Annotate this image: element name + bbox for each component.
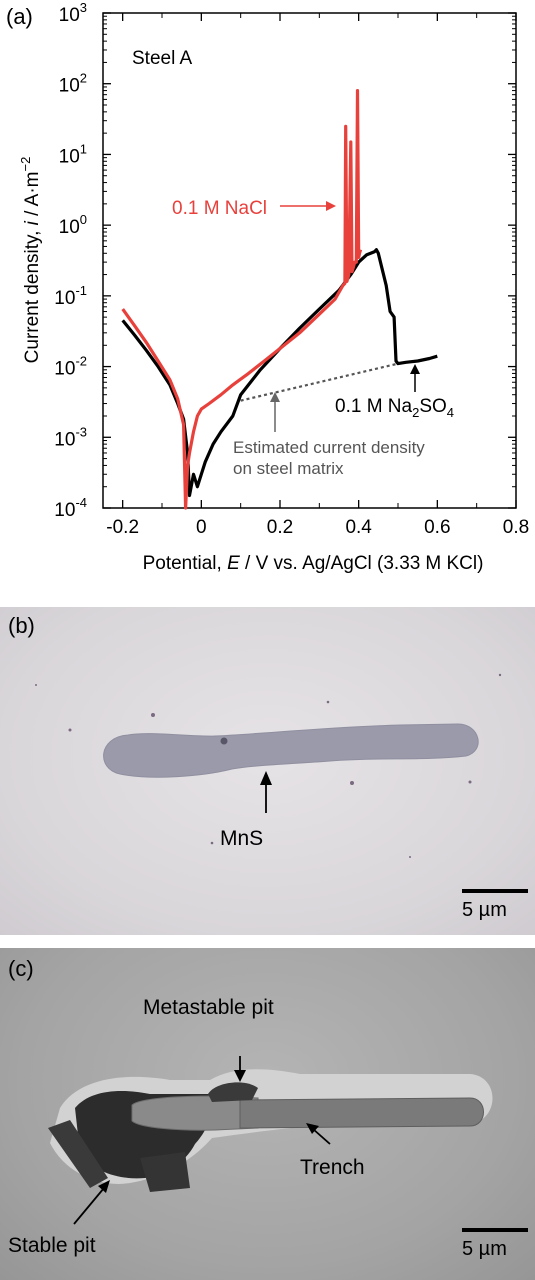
mns-micrograph-drawing [35, 673, 528, 893]
y-axis: 10-4 10-3 10-2 10-1 100 101 102 103 [54, 0, 516, 521]
y-tick-label: 101 [59, 141, 87, 167]
x-tick-label: 0 [196, 517, 207, 538]
estimate-label-line1: Estimated current density [233, 438, 425, 457]
x-axis: -0.2 0 0.2 0.4 0.6 0.8 [106, 13, 529, 538]
y-tick-label: 10-3 [54, 424, 87, 450]
y-tick-label: 103 [59, 0, 87, 26]
scale-label-b: 5 µm [462, 899, 507, 921]
y-tick-label: 100 [59, 212, 87, 238]
nacl-arrowhead [326, 201, 336, 211]
panel-b-label: (b) [8, 613, 35, 638]
y-tick-label: 102 [59, 71, 87, 97]
stable-pit-arrowhead [98, 1180, 110, 1193]
matrix-estimate-line [240, 362, 399, 402]
stable-pit-label: Stable pit [8, 1234, 96, 1257]
series-layer [121, 89, 438, 510]
metastable-arrowhead [234, 1070, 246, 1082]
estimate-arrowhead [270, 392, 280, 402]
polarization-chart: (a) Steel A 10-4 10-3 10-2 10-1 100 101 102 103… [6, 0, 529, 574]
mns-label: MnS [220, 827, 264, 850]
trench-arrow [312, 1128, 331, 1145]
x-tick-label: 0.2 [267, 517, 293, 538]
stable-pit-lower-facet [48, 1120, 108, 1188]
nacl-label: 0.1 M NaCl [172, 198, 267, 219]
metastable-pit [208, 1082, 258, 1102]
stable-pit-lower-block [140, 1152, 190, 1192]
y-tick-label: 10-4 [54, 495, 87, 521]
estimate-label-line2: on steel matrix [233, 459, 344, 478]
y-tick-label: 10-2 [54, 354, 87, 380]
mns-micrograph: (b) MnS 5 µm [0, 607, 535, 935]
sem-micrograph: (c) Metastable pit Trench Stable pit 5 µ… [0, 948, 535, 1280]
scale-label-c: 5 µm [462, 1238, 507, 1260]
na2so4-label: 0.1 M Na2SO4 [335, 396, 454, 420]
mns-residue [131, 1095, 259, 1131]
trench-rod [239, 1097, 484, 1129]
panel-c-label: (c) [8, 956, 34, 981]
x-tick-label: -0.2 [106, 517, 139, 538]
mns-arrowhead [260, 771, 272, 785]
sem-micrograph-drawing [48, 1056, 528, 1232]
x-tick-label: 0.6 [424, 517, 450, 538]
series-nacl-line [121, 89, 363, 510]
inclusion-dark-spot [220, 737, 228, 745]
stable-pit-arrow [73, 1187, 105, 1225]
inset-label: Steel A [132, 48, 193, 69]
x-tick-label: 0.8 [503, 517, 529, 538]
x-tick-label: 0.4 [345, 517, 372, 538]
trench-arrowhead [306, 1123, 319, 1134]
y-tick-label: 10-1 [54, 283, 87, 309]
y-axis-label: Current density, i / A·m−2 [18, 157, 43, 364]
panel-a-label: (a) [6, 4, 33, 29]
x-axis-label: Potential, E / V vs. Ag/AgCl (3.33 M KCl) [143, 553, 484, 574]
metastable-pit-label: Metastable pit [143, 996, 274, 1019]
specks [35, 673, 502, 858]
plot-frame [102, 12, 517, 509]
trench-label: Trench [300, 1156, 365, 1179]
na2so4-arrowhead [410, 364, 420, 374]
mns-inclusion [103, 723, 479, 778]
